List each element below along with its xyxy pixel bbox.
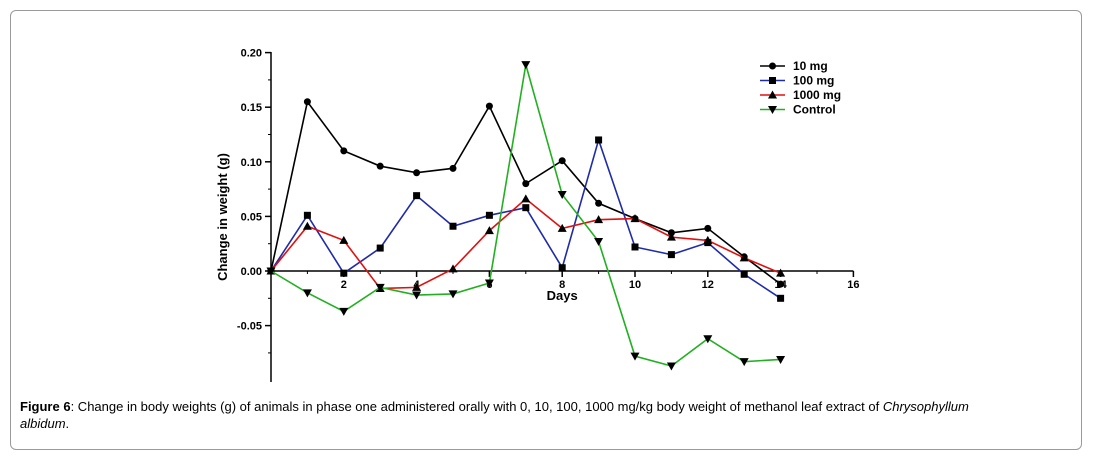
data-point xyxy=(739,358,749,367)
data-point xyxy=(413,192,421,200)
y-tick-label: 0.20 xyxy=(241,48,262,60)
data-point xyxy=(557,223,567,232)
data-point xyxy=(484,279,494,288)
data-point xyxy=(266,267,276,276)
y-tick-label: -0.05 xyxy=(237,321,262,333)
figure-caption: Figure 6: Change in body weights (g) of … xyxy=(20,398,1080,432)
data-point xyxy=(303,211,311,219)
data-point xyxy=(412,291,422,300)
y-tick-label: 0.00 xyxy=(241,266,262,278)
data-point xyxy=(667,251,675,259)
data-point xyxy=(485,102,493,110)
data-point xyxy=(776,355,786,364)
legend-marker xyxy=(769,77,776,84)
data-point xyxy=(558,264,566,272)
data-point xyxy=(703,235,713,244)
data-point xyxy=(521,61,531,70)
x-tick-label: 10 xyxy=(629,279,641,291)
legend-marker xyxy=(768,106,777,114)
data-point xyxy=(704,224,712,232)
x-tick-label: 2 xyxy=(341,279,347,291)
legend-item: Control xyxy=(760,103,836,117)
legend-marker xyxy=(768,90,777,99)
x-tick-label: 8 xyxy=(559,279,565,291)
data-point xyxy=(522,180,530,188)
data-point xyxy=(449,222,457,230)
chart-axes: -0.050.000.050.100.150.20246810121416 xyxy=(237,48,860,382)
data-point xyxy=(302,221,312,230)
data-point xyxy=(739,253,749,262)
data-point xyxy=(595,136,603,144)
caption-text: : Change in body weights (g) of animals … xyxy=(70,399,883,414)
data-point xyxy=(558,157,566,165)
figure-frame xyxy=(10,10,1082,450)
data-point xyxy=(666,232,676,241)
series-1000-mg xyxy=(266,194,786,292)
x-axis-title: Days xyxy=(547,288,578,303)
series-line xyxy=(270,99,782,285)
data-point xyxy=(740,270,748,278)
y-tick-label: 0.10 xyxy=(241,157,262,169)
y-axis-title: Change in weight (g) xyxy=(215,153,230,281)
data-point xyxy=(557,191,567,200)
legend-label: 1000 mg xyxy=(793,88,841,102)
data-point xyxy=(412,282,422,291)
data-point xyxy=(340,147,348,155)
data-point xyxy=(303,98,311,106)
caption-species-epithet: albidum xyxy=(20,416,66,431)
data-point xyxy=(594,238,604,247)
x-tick-label: 12 xyxy=(702,279,714,291)
legend-label: 10 mg xyxy=(793,59,828,73)
data-point xyxy=(666,362,676,371)
y-tick-label: 0.05 xyxy=(241,211,262,223)
data-point xyxy=(339,235,349,244)
data-point xyxy=(339,307,349,316)
x-tick-label: 16 xyxy=(847,279,859,291)
data-point xyxy=(594,215,604,224)
legend-item: 1000 mg xyxy=(760,88,841,102)
caption-species-genus: Chrysophyllum xyxy=(882,399,969,414)
data-point xyxy=(376,244,384,252)
legend-item: 10 mg xyxy=(760,59,828,73)
data-point xyxy=(484,226,494,235)
data-point xyxy=(448,264,458,273)
data-point xyxy=(522,204,530,212)
data-point xyxy=(521,194,531,203)
data-point xyxy=(703,335,713,344)
data-point xyxy=(449,164,457,172)
legend-label: 100 mg xyxy=(793,74,834,88)
legend-marker xyxy=(769,62,776,70)
series-10-mg xyxy=(267,98,785,288)
data-point xyxy=(448,290,458,299)
data-point xyxy=(776,268,786,277)
legend-label: Control xyxy=(793,103,836,117)
series-line xyxy=(270,64,781,367)
data-point xyxy=(485,211,493,219)
data-point xyxy=(302,289,312,298)
data-point xyxy=(630,352,640,361)
data-point xyxy=(631,243,639,251)
data-point xyxy=(595,199,603,207)
series-control xyxy=(266,61,786,371)
chart-series xyxy=(266,61,786,371)
data-point xyxy=(376,162,384,170)
data-point xyxy=(340,269,348,277)
data-point xyxy=(375,283,385,292)
caption-end: . xyxy=(65,416,70,431)
data-point xyxy=(777,294,785,302)
series-100-mg xyxy=(267,136,785,302)
data-point xyxy=(630,214,640,223)
legend-item: 100 mg xyxy=(760,74,834,88)
y-tick-label: 0.15 xyxy=(241,102,262,114)
caption-label: Figure 6 xyxy=(20,399,71,414)
data-point xyxy=(777,280,785,288)
series-line xyxy=(270,137,782,299)
data-point xyxy=(413,169,421,177)
